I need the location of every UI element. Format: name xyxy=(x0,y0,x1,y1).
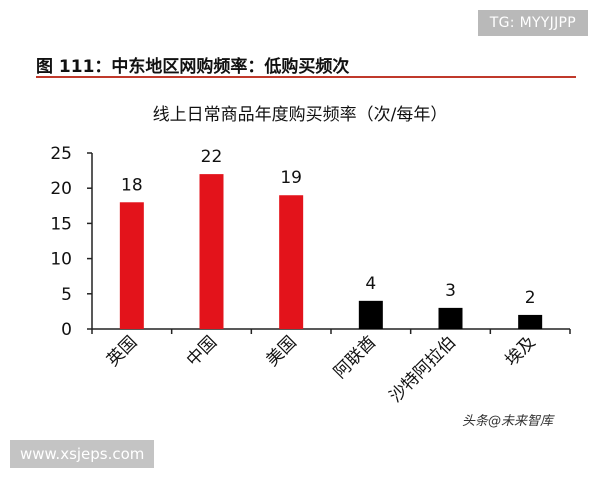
data-label: 4 xyxy=(365,274,376,294)
y-tick-label: 15 xyxy=(50,214,72,234)
data-label: 19 xyxy=(280,168,302,188)
y-tick-label: 0 xyxy=(61,320,72,340)
channel-badge: TG: MYYJJPP xyxy=(477,10,588,36)
source-watermark: 头条@未来智库 xyxy=(462,414,554,429)
bar xyxy=(518,314,543,329)
category-label: 美国 xyxy=(263,332,301,370)
data-label: 2 xyxy=(525,288,536,308)
chart-labels: 18 英国 22 中国 19 美国 4 阿联酋 3 沙特阿拉伯 2 埃及 xyxy=(103,147,540,407)
category-label: 埃及 xyxy=(502,332,540,370)
category-label: 阿联酋 xyxy=(330,332,380,382)
data-label: 18 xyxy=(121,175,143,195)
data-label: 22 xyxy=(201,147,223,167)
category-label: 英国 xyxy=(103,332,141,370)
y-tick-label: 20 xyxy=(50,179,72,199)
y-tick-label: 5 xyxy=(61,285,72,305)
site-watermark: www.xsjeps.com xyxy=(10,440,155,468)
chart-bars xyxy=(119,174,543,329)
y-tick-label: 25 xyxy=(50,144,72,164)
chart-title: 线上日常商品年度购买频率（次/每年） xyxy=(153,105,448,125)
bar xyxy=(199,174,224,329)
title-divider xyxy=(36,76,576,78)
bar xyxy=(119,202,144,329)
figure-title: 图 111：中东地区网购频率：低购买频次 xyxy=(36,57,350,77)
category-label: 中国 xyxy=(183,332,221,370)
y-tick-label: 10 xyxy=(50,250,72,270)
bar xyxy=(438,307,463,329)
data-label: 3 xyxy=(445,281,456,301)
category-label: 沙特阿拉伯 xyxy=(386,332,460,406)
bar xyxy=(358,300,383,329)
chart-axes: 0 5 10 15 20 25 xyxy=(50,144,571,340)
bar xyxy=(279,195,304,329)
